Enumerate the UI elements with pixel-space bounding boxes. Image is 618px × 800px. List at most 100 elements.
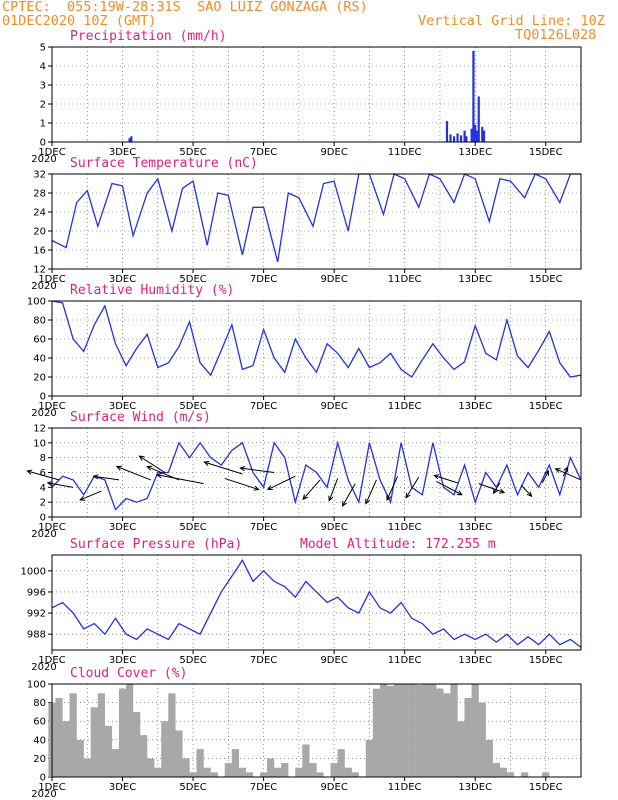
x-tick-label: 3DEC [109,147,136,158]
x-tick-label: 7DEC [250,782,277,793]
panel-frame [51,683,582,778]
precip-bar [452,136,456,142]
wind-arrow-head [405,492,411,499]
x-tick-label: 3DEC [109,522,136,533]
y-tick-label: 1 [40,119,46,130]
cloud-bar [542,772,550,777]
cloud-bar [118,688,127,777]
cloud-bar [182,758,190,777]
panel-title: Cloud Cover (%) [70,666,187,681]
panel-title: Surface Temperature (nC) [70,156,258,171]
wind-arrow-head [138,455,145,461]
x-tick-label: 9DEC [320,522,347,533]
cloud-bar [330,763,338,777]
x-tick-label: 13DEC [458,522,492,533]
series-line [51,559,582,648]
series-line [51,173,581,263]
cloud-bar [429,684,437,777]
y-tick-label: 60 [33,335,46,346]
wind-arrow-head [342,500,348,507]
y-tick-label: 992 [27,609,46,620]
y-tick-label: 20 [33,373,46,384]
cloud-bar [224,763,232,777]
precip-bar [482,130,486,142]
x-tick-label: 9DEC [320,147,347,158]
wind-arrow [555,468,582,481]
panel-annotation: Model Altitude: 172.255 m [300,537,496,552]
wind-arrow-head [554,468,561,473]
wind-arrow-head [365,498,371,505]
y-tick-label: 40 [33,735,46,746]
y-tick-label: 20 [33,227,46,238]
cloud-bar [55,697,63,777]
x-year-label: 2020 [31,154,56,165]
y-tick-label: 5 [40,43,46,54]
wind-arrow-head [433,474,440,480]
x-year-label: 2020 [31,408,56,419]
wind-arrow-head [544,470,550,477]
cloud-bar [443,693,451,777]
x-tick-label: 1DEC [38,522,65,533]
cloud-bar [90,707,98,777]
panel-title: Surface Pressure (hPa) [70,537,242,552]
y-tick-label: 80 [33,316,46,327]
panel-frame [51,173,582,270]
wind-arrow [224,477,259,491]
x-tick-label: 15DEC [529,401,563,412]
x-tick-label: 7DEC [250,147,277,158]
wind-arrow [562,467,569,477]
x-tick-label: 15DEC [529,147,563,158]
x-tick-label: 1DEC [38,782,65,793]
x-tick-label: 15DEC [529,655,563,666]
wind-arrow [80,490,102,501]
cloud-bar [478,702,486,777]
cloud-bar [133,711,141,777]
y-tick-label: 100 [27,680,46,691]
cloud-bar [471,684,479,777]
wind-arrow-head [46,481,53,487]
x-tick-label: 5DEC [179,782,206,793]
y-tick-label: 40 [33,354,46,365]
cloud-bar [245,772,254,777]
y-tick-label: 0 [40,773,46,784]
x-tick-label: 5DEC [179,147,206,158]
y-tick-label: 10 [33,438,46,449]
wind-arrow [240,467,275,473]
x-tick-label: 9DEC [320,401,347,412]
cloud-bar [281,763,289,777]
wind-arrow-head [386,494,392,501]
y-tick-label: 16 [33,246,46,257]
y-tick-label: 32 [33,170,46,181]
cloud-bar [450,684,458,777]
wind-arrow [434,474,458,484]
y-tick-label: 4 [40,62,46,73]
wind-arrow [116,466,151,481]
y-tick-label: 0 [40,513,46,524]
panel-frame [51,427,582,518]
cloud-bar [125,684,134,777]
cloud-bar [69,693,77,777]
cloud-bar [316,772,324,777]
cloud-bar [168,693,176,777]
x-tick-label: 13DEC [458,782,492,793]
x-tick-label: 11DEC [388,401,422,412]
cloud-bar [203,767,211,777]
header-station: CPTEC: 055:19W-28:31S SAO LUIZ GONZAGA (… [2,0,368,15]
x-year-label: 2020 [31,789,56,800]
wind-arrow-head [239,466,246,472]
cloud-bar [111,749,120,777]
wind-arrow-head [115,465,122,471]
cloud-bar [337,749,345,777]
wind-arrow [436,480,463,496]
cloud-bar [492,763,500,777]
wind-arrow [93,475,120,481]
cloud-bar [393,684,402,777]
wind-arrow-head [92,474,99,480]
cloud-bar [401,684,409,777]
wind-arrow [139,455,166,473]
x-tick-label: 1DEC [38,655,65,666]
cloud-bar [274,767,282,777]
precip-bar [459,135,463,142]
x-tick-label: 7DEC [250,655,277,666]
cloud-bar [267,758,275,777]
